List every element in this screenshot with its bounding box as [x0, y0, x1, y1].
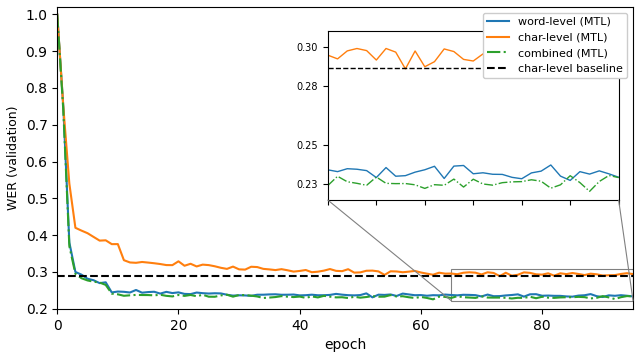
word-level (MTL) — [369, 295, 376, 299]
Y-axis label: WER (validation): WER (validation) — [7, 106, 20, 210]
word-level (MTL) — [344, 293, 352, 297]
char-level (MTL) — [302, 268, 310, 272]
word-level (MTL) — [362, 291, 370, 295]
combined (MTL) — [629, 294, 637, 299]
char-level (MTL) — [496, 274, 504, 278]
Line: combined (MTL): combined (MTL) — [57, 14, 633, 299]
char-level (MTL) — [344, 267, 352, 271]
Bar — [451, 269, 633, 301]
word-level (MTL) — [217, 291, 225, 295]
combined (MTL) — [53, 12, 61, 17]
word-level (MTL) — [587, 292, 595, 296]
Line: word-level (MTL): word-level (MTL) — [57, 14, 633, 297]
char-level (MTL) — [362, 269, 370, 273]
char-level (MTL) — [53, 12, 61, 17]
combined (MTL) — [217, 293, 225, 298]
char-level (MTL) — [629, 272, 637, 276]
Line: char-level (MTL): char-level (MTL) — [57, 14, 633, 276]
word-level (MTL) — [53, 12, 61, 17]
char-level (MTL) — [217, 266, 225, 270]
char-level (MTL) — [587, 271, 595, 276]
word-level (MTL) — [132, 288, 140, 292]
combined (MTL) — [132, 293, 140, 297]
char-level (MTL) — [132, 261, 140, 265]
char-level baseline — [60, 274, 67, 278]
combined (MTL) — [302, 296, 310, 300]
Legend: word-level (MTL), char-level (MTL), combined (MTL), char-level baseline: word-level (MTL), char-level (MTL), comb… — [483, 13, 627, 78]
combined (MTL) — [587, 296, 595, 300]
X-axis label: epoch: epoch — [324, 338, 366, 352]
word-level (MTL) — [629, 294, 637, 299]
char-level baseline — [53, 274, 61, 278]
word-level (MTL) — [302, 293, 310, 297]
combined (MTL) — [429, 297, 437, 302]
combined (MTL) — [344, 296, 352, 300]
combined (MTL) — [362, 295, 370, 299]
